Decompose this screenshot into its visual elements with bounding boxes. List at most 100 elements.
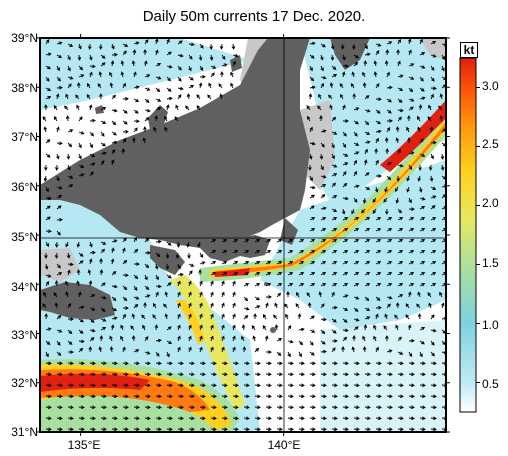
current-arrow — [243, 250, 250, 254]
current-arrow — [56, 141, 63, 146]
current-arrow — [155, 405, 162, 410]
current-arrow — [397, 74, 404, 78]
current-arrow — [408, 98, 415, 102]
current-arrow — [221, 427, 228, 432]
current-arrow — [353, 184, 360, 189]
current-arrow — [122, 237, 127, 243]
current-arrow — [386, 295, 393, 300]
current-arrow — [67, 54, 71, 61]
current-arrow — [352, 335, 356, 342]
current-arrow — [144, 98, 150, 103]
current-arrow — [419, 239, 426, 243]
current-arrow — [309, 54, 315, 59]
current-arrow — [111, 43, 115, 50]
current-arrow — [351, 346, 356, 353]
current-arrow — [254, 283, 261, 287]
current-arrow — [45, 394, 52, 399]
current-arrow — [309, 261, 316, 265]
current-arrow — [276, 372, 283, 377]
current-arrow — [265, 239, 272, 243]
current-arrow — [131, 313, 136, 320]
current-arrow — [397, 60, 401, 67]
current-arrow — [100, 282, 106, 287]
current-arrow — [154, 324, 159, 331]
current-arrow — [56, 41, 63, 45]
current-arrow — [439, 115, 444, 122]
current-arrow — [364, 261, 371, 265]
current-arrow — [120, 324, 124, 331]
current-arrow — [56, 65, 60, 72]
current-arrow — [199, 324, 203, 331]
current-arrow — [155, 87, 161, 93]
current-arrow — [132, 137, 136, 144]
current-arrow — [331, 173, 338, 177]
current-arrow — [286, 291, 290, 298]
current-arrow — [430, 76, 435, 82]
lon-label-140: 140°E — [267, 438, 301, 452]
current-arrow — [419, 38, 423, 45]
current-arrow — [362, 197, 367, 204]
current-arrow — [397, 98, 403, 103]
current-arrow — [331, 250, 338, 254]
current-arrow — [309, 315, 315, 320]
current-arrow — [373, 71, 378, 78]
current-arrow — [56, 405, 63, 410]
current-arrow — [287, 272, 294, 276]
current-arrow — [67, 372, 74, 377]
current-arrow — [199, 261, 206, 265]
current-arrow — [188, 383, 195, 388]
current-arrow — [100, 327, 107, 331]
current-arrow — [408, 361, 415, 366]
current-arrow — [430, 140, 437, 145]
current-arrow — [207, 94, 212, 100]
current-arrow — [375, 109, 381, 114]
current-arrow — [221, 63, 228, 67]
current-arrow — [276, 351, 282, 356]
current-arrow — [375, 427, 382, 432]
current-arrow — [122, 346, 126, 353]
current-arrow — [144, 263, 150, 269]
current-arrow — [372, 197, 377, 203]
current-arrow — [320, 142, 325, 148]
current-arrow — [111, 239, 118, 243]
current-arrow — [342, 239, 349, 243]
current-arrow — [340, 93, 344, 100]
current-arrow — [122, 361, 129, 366]
current-arrow — [241, 324, 246, 331]
colorbar-ticks — [476, 87, 480, 383]
current-arrow — [210, 250, 217, 254]
current-arrow — [232, 261, 239, 265]
current-arrow — [419, 405, 426, 410]
current-arrow — [89, 361, 96, 366]
current-arrow — [317, 105, 322, 111]
current-arrow — [364, 120, 370, 126]
current-arrow — [364, 272, 371, 276]
current-arrow — [232, 291, 236, 298]
current-arrow — [385, 49, 390, 56]
current-arrow — [320, 217, 327, 221]
current-arrow — [320, 303, 325, 309]
current-arrow — [133, 119, 140, 123]
current-arrow — [276, 383, 283, 388]
current-arrow — [276, 272, 283, 276]
current-arrow — [375, 250, 382, 254]
current-arrow — [166, 87, 172, 92]
current-arrow — [89, 162, 96, 166]
current-arrow — [56, 329, 63, 333]
current-arrow — [331, 318, 337, 323]
current-arrow — [210, 65, 217, 69]
current-arrow — [386, 41, 393, 45]
current-arrow — [243, 239, 250, 243]
current-arrow — [331, 305, 338, 310]
current-arrow — [89, 337, 95, 342]
current-arrow — [375, 137, 379, 144]
current-arrow — [177, 53, 184, 58]
current-arrow — [331, 73, 338, 78]
current-arrow — [78, 252, 84, 257]
current-arrow — [232, 416, 239, 421]
current-arrow — [353, 107, 360, 111]
current-arrow — [364, 52, 371, 57]
current-arrow — [340, 43, 345, 50]
current-arrow — [166, 282, 172, 287]
current-arrow — [331, 153, 335, 160]
